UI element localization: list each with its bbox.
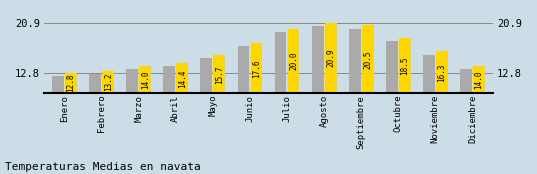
Bar (288, 29, 300, 93)
Text: 20.5: 20.5 (363, 50, 372, 69)
Text: 14.0: 14.0 (474, 70, 483, 89)
Bar (65, 73, 77, 93)
Bar (237, 46, 249, 93)
Bar (139, 66, 151, 93)
Bar (200, 58, 212, 93)
Bar (436, 52, 448, 93)
Bar (251, 43, 263, 93)
Text: 12.8: 12.8 (67, 74, 76, 93)
Text: 14.0: 14.0 (141, 70, 150, 89)
Text: 16.3: 16.3 (437, 63, 446, 82)
Bar (213, 55, 226, 93)
Text: 17.6: 17.6 (252, 59, 261, 78)
Bar (386, 41, 398, 93)
Bar (274, 32, 286, 93)
Bar (473, 66, 485, 93)
Bar (102, 71, 114, 93)
Bar (311, 26, 324, 93)
Bar (89, 74, 101, 93)
Bar (52, 76, 64, 93)
Text: 18.5: 18.5 (400, 56, 409, 75)
Bar (349, 29, 361, 93)
Bar (176, 63, 188, 93)
Bar (460, 69, 472, 93)
Text: 14.4: 14.4 (178, 69, 187, 88)
Bar (423, 54, 435, 93)
Bar (163, 66, 175, 93)
Text: 20.0: 20.0 (289, 52, 298, 70)
Text: 13.2: 13.2 (104, 73, 113, 91)
Text: 20.9: 20.9 (326, 49, 335, 68)
Bar (399, 38, 411, 93)
Text: 15.7: 15.7 (215, 65, 224, 84)
Bar (362, 26, 374, 93)
Bar (126, 69, 138, 93)
Text: Temperaturas Medias en navata: Temperaturas Medias en navata (5, 162, 201, 172)
Bar (325, 23, 337, 93)
